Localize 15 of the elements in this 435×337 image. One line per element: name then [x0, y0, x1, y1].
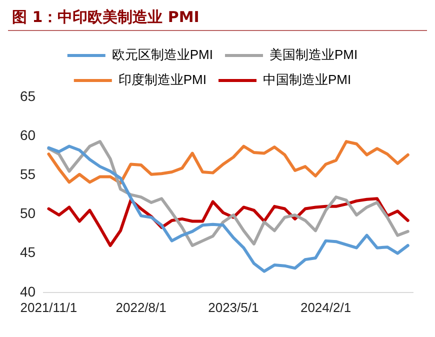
legend-label: 中国制造业PMI [263, 72, 352, 88]
chart-title: 图 1：中印欧美制造业 PMI [8, 8, 427, 31]
x-tick-label: 2021/11/1 [20, 300, 78, 315]
legend-label: 欧元区制造业PMI [112, 47, 214, 62]
y-tick-label: 50 [20, 205, 36, 222]
y-tick-label: 40 [20, 283, 36, 300]
y-tick-label: 60 [20, 126, 36, 143]
x-tick-label: 2022/8/1 [116, 300, 166, 315]
y-tick-label: 45 [20, 244, 36, 260]
x-tick-label: 2024/2/1 [300, 300, 352, 315]
legend-label: 印度制造业PMI [118, 72, 207, 88]
legend-label: 美国制造业PMI [270, 47, 358, 62]
x-tick-label: 2023/5/1 [208, 300, 259, 315]
y-tick-label: 55 [20, 166, 36, 182]
y-tick-label: 65 [20, 88, 36, 104]
